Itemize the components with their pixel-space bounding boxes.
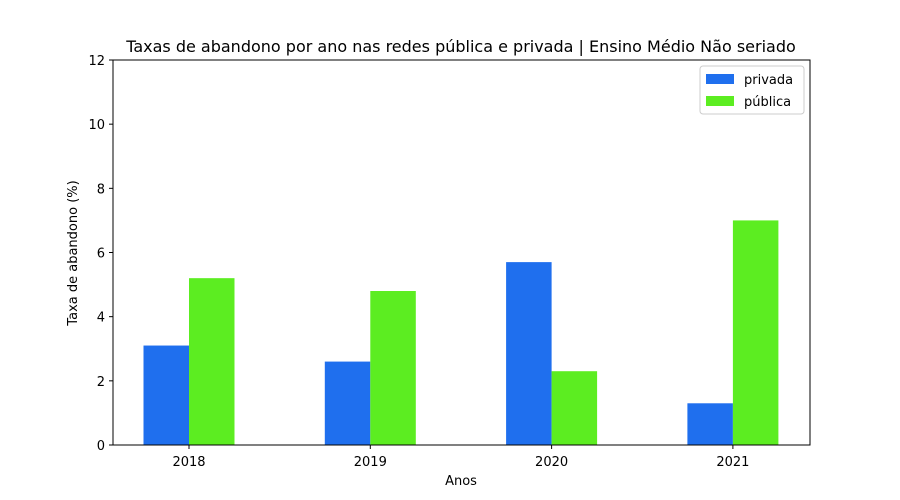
legend-swatch-privada — [706, 74, 734, 84]
y-tick-label: 12 — [88, 54, 105, 69]
bar-pública-2019 — [370, 291, 416, 445]
x-axis-label: Anos — [445, 474, 477, 489]
bar-pública-2021 — [732, 220, 779, 445]
legend-swatch-pública — [706, 96, 734, 106]
x-tick-label: 2021 — [716, 455, 749, 470]
y-tick-label: 10 — [88, 118, 105, 133]
bar-pública-2020 — [551, 371, 598, 445]
y-axis-label: Taxa de abandono (%) — [66, 180, 81, 326]
bar-privada-2020 — [506, 262, 552, 445]
bar-privada-2021 — [687, 403, 733, 445]
bar-privada-2018 — [143, 345, 189, 445]
legend-label-privada: privada — [744, 73, 793, 88]
legend: privada pública — [699, 65, 805, 115]
y-tick-label: 8 — [97, 182, 105, 197]
x-tick-label: 2019 — [354, 455, 387, 470]
bar-privada-2019 — [324, 361, 371, 445]
axes-frame — [112, 59, 811, 446]
y-tick-label: 6 — [97, 247, 105, 262]
x-tick-label: 2020 — [535, 455, 568, 470]
bar-pública-2018 — [189, 278, 235, 445]
x-tick-label: 2018 — [172, 455, 205, 470]
chart-title: Taxas de abandono por ano nas redes públ… — [125, 37, 796, 56]
y-tick-label: 4 — [97, 311, 105, 326]
plot-area: 2018 2019 2020 2021 0 2 4 6 8 10 12 — [88, 54, 811, 470]
y-tick-label: 2 — [97, 375, 105, 390]
legend-label-pública: pública — [744, 95, 791, 110]
y-tick-label: 0 — [97, 439, 105, 454]
